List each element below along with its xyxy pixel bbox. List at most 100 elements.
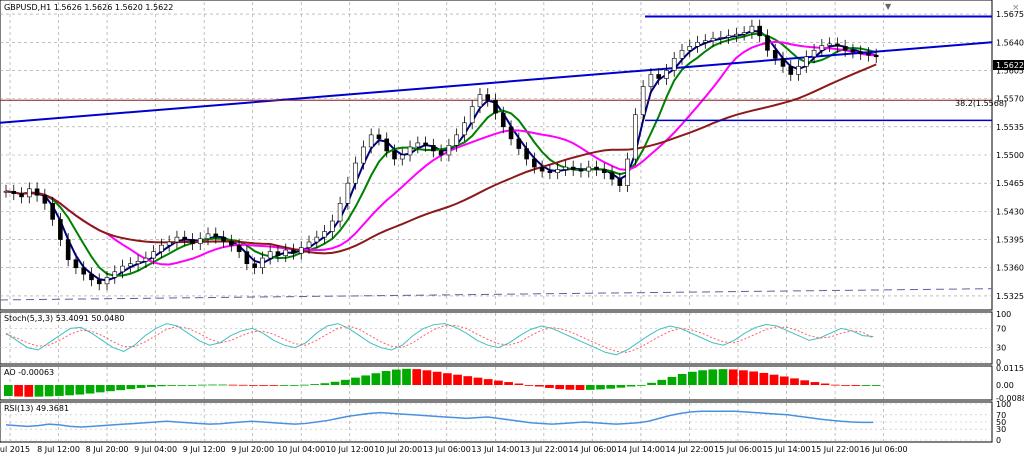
ao-bar — [259, 385, 268, 386]
candle-body — [384, 138, 390, 152]
ao-bar — [718, 369, 728, 386]
ao-bar — [24, 385, 34, 397]
ao-bar — [228, 384, 238, 386]
ao-bar — [616, 385, 626, 388]
candle-body — [120, 265, 125, 273]
ao-bar — [800, 380, 810, 386]
candle-body — [166, 241, 172, 246]
time-axis: 8 Jul 2015 8 Jul 12:00 8 Jul 20:00 9 Jul 04… — [0, 445, 908, 454]
close-icon[interactable]: × — [1012, 3, 1020, 13]
candle-body — [73, 259, 79, 269]
candle-body — [819, 45, 825, 51]
candle-body — [368, 134, 374, 148]
ao-bar — [820, 383, 830, 386]
candle-body — [128, 263, 133, 267]
candle-body — [197, 238, 203, 244]
price-tick-label: 1.5570 — [996, 95, 1024, 104]
candle-body — [485, 94, 491, 101]
candle-body — [104, 277, 110, 285]
ao-bar — [473, 377, 483, 386]
candle-body — [27, 188, 32, 198]
candle-body — [710, 37, 716, 41]
ao-header: AO -0.00063 — [4, 368, 54, 377]
symbol-header: GBPUSD,H1 1.5626 1.5626 1.5620 1.5622 — [4, 3, 173, 12]
candle-body — [726, 35, 731, 38]
ao-bar — [779, 376, 789, 386]
ao-bar — [269, 385, 279, 386]
candle-body — [283, 249, 289, 256]
ao-bar — [279, 385, 289, 386]
stoch-header: Stoch(5,3,3) 53.4091 50.0480 — [4, 314, 124, 323]
candle-body — [640, 86, 646, 116]
ao-bar — [606, 385, 616, 389]
candle-body — [858, 51, 863, 54]
candle-body — [330, 220, 335, 232]
ao-bar — [65, 385, 74, 396]
main-price-panel[interactable] — [0, 0, 993, 311]
ao-bar — [759, 372, 769, 386]
candle-body — [205, 233, 211, 240]
candle-body — [594, 166, 599, 170]
candle-body — [306, 241, 312, 248]
ao-bar — [44, 385, 54, 397]
ao-bar — [698, 370, 707, 386]
price-tick-label: 1.5535 — [996, 123, 1024, 132]
stochastic-panel[interactable] — [0, 311, 993, 365]
candle-body — [780, 58, 786, 67]
candle-body — [664, 70, 669, 79]
candle-body — [337, 203, 343, 222]
indicator-tick-label: 0.01156 — [996, 364, 1024, 373]
time-tick-label: 9 Jul 04:00 — [134, 445, 177, 454]
ao-bar — [361, 375, 371, 386]
candle-body — [796, 66, 801, 75]
candle-body — [151, 251, 156, 259]
candle-body — [291, 249, 296, 254]
indicator-tick-label: 50 — [996, 418, 1006, 427]
candle-body — [236, 244, 242, 252]
candle-body — [462, 122, 467, 136]
candle-body — [469, 106, 475, 124]
price-tick-label: 1.5465 — [996, 179, 1024, 188]
candle-body — [275, 251, 281, 256]
candle-body — [586, 166, 592, 172]
ao-bar — [871, 385, 881, 386]
candle-body — [19, 193, 24, 198]
candle-body — [322, 231, 327, 238]
time-tick-label: 15 Jul 22:00 — [811, 445, 859, 454]
ao-bar — [218, 384, 228, 386]
candle-body — [50, 203, 55, 220]
ao-bar — [534, 385, 544, 387]
candle-body — [741, 32, 747, 35]
ao-bar — [320, 383, 330, 386]
price-tick-label: 1.5325 — [996, 292, 1024, 301]
indicator-tick-label: 0.00 — [996, 381, 1014, 390]
ao-bar — [657, 379, 667, 386]
ao-bar — [708, 369, 718, 386]
indicator-tick-label: 70 — [996, 411, 1006, 420]
time-tick-label: 10 Jul 20:00 — [374, 445, 422, 454]
candle-body — [718, 37, 724, 39]
ao-bar — [575, 385, 585, 391]
trend-lines[interactable] — [0, 15, 993, 301]
ao-bar — [238, 384, 248, 386]
ao-bar — [351, 377, 360, 386]
candle-body — [804, 56, 809, 67]
dropdown-icon[interactable]: ▼ — [885, 2, 892, 11]
ao-bar — [830, 384, 840, 386]
ao-bar — [167, 385, 177, 386]
candle-body — [524, 148, 529, 160]
ao-bar — [126, 385, 136, 390]
indicator-tick-label: 100 — [996, 400, 1011, 409]
candle-body — [81, 267, 86, 275]
ao-bars — [4, 368, 881, 397]
ao-bar — [249, 385, 258, 386]
candle-body — [625, 158, 630, 186]
ao-bar — [136, 385, 146, 388]
candle-body — [221, 236, 226, 242]
candle-body — [835, 43, 840, 47]
indicator-tick-label: 70 — [996, 324, 1006, 333]
ao-bar — [197, 384, 207, 386]
ao-bar — [514, 383, 524, 386]
ao-bar — [146, 385, 156, 387]
candle-body — [702, 40, 708, 43]
